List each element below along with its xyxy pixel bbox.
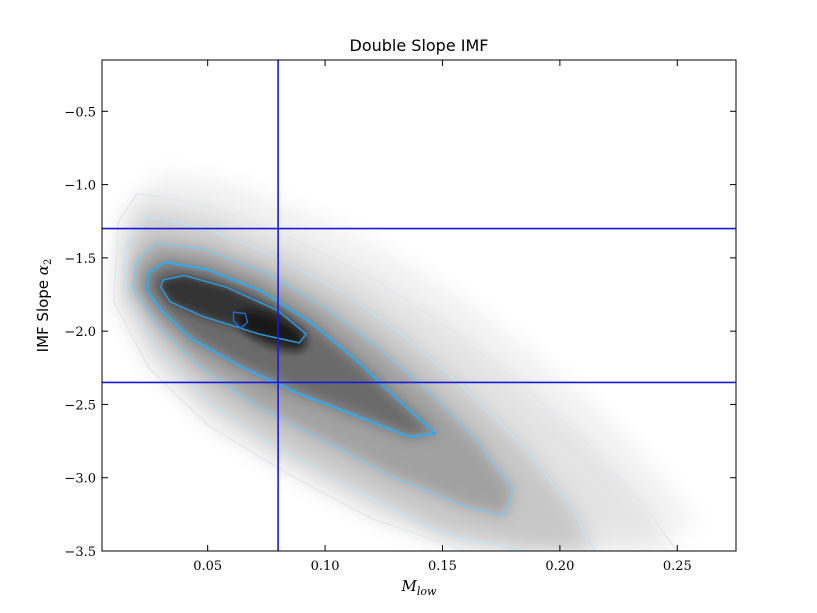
y-axis-ticks: −0.5 −1.0 −1.5 −2.0 −2.5 −3.0 −3.5	[64, 105, 736, 560]
x-axis-ticks: 0.05 0.10 0.15 0.20 0.25	[193, 60, 692, 574]
y-axis-label-main: IMF Slope	[34, 275, 52, 352]
x-axis-label-main: M	[401, 577, 418, 595]
y-tick-label: −2.0	[64, 325, 96, 340]
contour-level-2	[159, 274, 308, 344]
y-tick-label: −3.0	[64, 472, 96, 487]
contour-level-1	[232, 311, 249, 329]
contour-level-5	[124, 216, 596, 551]
contour-level-3	[145, 261, 437, 438]
y-tick-label: −1.0	[64, 179, 96, 194]
contour-level-4	[131, 242, 514, 517]
plot-frame	[101, 59, 737, 552]
contour-lines	[112, 192, 679, 551]
y-axis-label: IMF Slope α2	[34, 259, 54, 353]
y-axis-label-greek: α	[34, 265, 52, 275]
x-axis-label-sub: low	[417, 585, 437, 598]
contour-level-6	[112, 192, 679, 551]
chart-title: Double Slope IMF	[350, 36, 489, 55]
y-tick-label: −2.5	[64, 398, 96, 413]
x-tick-label: 0.10	[311, 559, 340, 574]
y-tick-label: −3.5	[64, 545, 96, 560]
y-tick-label: −1.5	[64, 252, 96, 267]
x-tick-label: 0.20	[545, 559, 574, 574]
x-tick-label: 0.25	[663, 559, 692, 574]
x-axis-label: Mlow	[401, 577, 438, 598]
y-tick-label: −0.5	[64, 105, 96, 120]
x-tick-label: 0.05	[193, 559, 222, 574]
y-axis-label-sub: 2	[43, 259, 54, 265]
reference-lines	[102, 60, 736, 551]
x-tick-label: 0.15	[428, 559, 457, 574]
